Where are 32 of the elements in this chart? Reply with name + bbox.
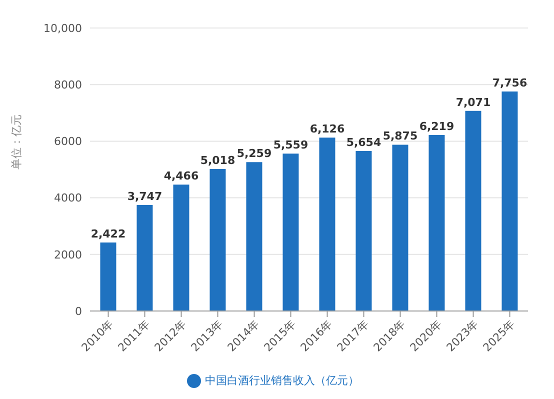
y-axis-title: 单位：亿元	[10, 114, 23, 170]
bar	[173, 184, 190, 311]
data-label: 7,071	[456, 96, 491, 109]
data-label: 6,126	[310, 122, 345, 136]
data-label: 5,259	[236, 147, 272, 160]
y-tick-label: 4000	[54, 192, 82, 205]
y-tick-label: 10,000	[44, 22, 82, 35]
bar	[392, 144, 408, 311]
bar	[465, 110, 482, 311]
bar	[100, 242, 116, 311]
data-label: 2,422	[90, 227, 126, 240]
y-tick-label: 6000	[54, 135, 82, 148]
data-label: 5,018	[200, 154, 236, 167]
y-tick-label: 2000	[54, 248, 82, 262]
data-label: 4,466	[164, 170, 199, 183]
y-tick-label: 8000	[54, 78, 82, 92]
data-label: 5,654	[346, 136, 382, 149]
bar	[502, 92, 518, 311]
y-tick-label: 0	[75, 304, 82, 318]
data-label: 7,756	[492, 76, 528, 90]
bar	[136, 204, 153, 311]
data-label: 5,875	[382, 130, 418, 143]
bar	[428, 135, 445, 311]
data-label: 5,559	[273, 138, 308, 152]
bar	[282, 154, 299, 311]
bar	[246, 162, 262, 311]
bar	[319, 138, 336, 311]
bar	[356, 150, 372, 311]
data-label: 6,219	[419, 120, 454, 133]
data-label: 3,747	[127, 190, 162, 203]
bar	[210, 168, 226, 311]
legend-label: 中国白酒行业销售收入（亿元）	[205, 374, 359, 387]
